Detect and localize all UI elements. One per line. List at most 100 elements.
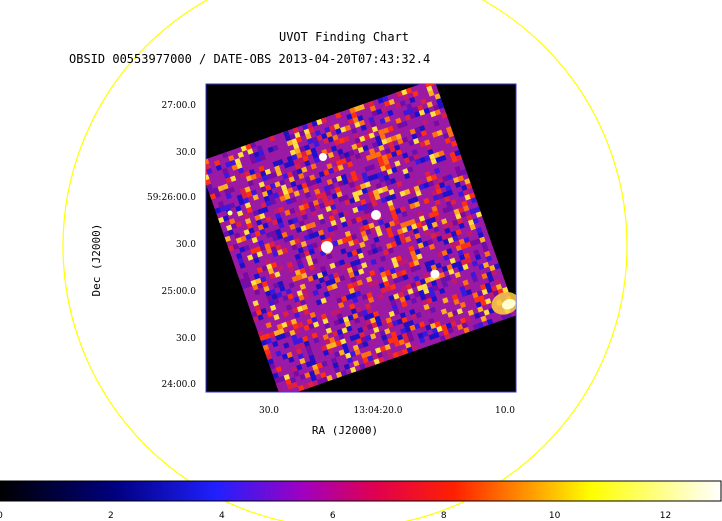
- image-pixel: [408, 139, 415, 146]
- image-pixel: [326, 178, 333, 186]
- image-pixel: [441, 281, 449, 288]
- image-pixel: [492, 290, 500, 297]
- image-pixel: [388, 310, 396, 318]
- image-pixel: [325, 189, 332, 197]
- image-pixel: [357, 252, 365, 260]
- image-pixel: [298, 204, 305, 211]
- image-pixel: [308, 264, 316, 271]
- image-pixel: [429, 306, 437, 314]
- image-pixel: [394, 297, 402, 305]
- image-pixel: [224, 235, 232, 243]
- image-pixel: [250, 279, 257, 286]
- image-pixel: [363, 133, 371, 141]
- image-pixel: [338, 137, 345, 144]
- image-pixel: [369, 269, 376, 277]
- image-pixel: [315, 267, 322, 274]
- image-pixel: [237, 167, 245, 174]
- image-pixel: [334, 154, 341, 162]
- image-pixel: [348, 181, 356, 189]
- image-pixel: [410, 191, 417, 199]
- image-pixel: [433, 332, 440, 339]
- image-pixel: [359, 135, 366, 142]
- image-pixel: [459, 285, 466, 293]
- image-pixel: [268, 178, 275, 185]
- image-pixel: [388, 220, 396, 227]
- image-pixel: [370, 242, 377, 250]
- image-pixel: [345, 352, 352, 359]
- image-pixel: [304, 372, 311, 379]
- image-pixel: [251, 236, 258, 244]
- image-pixel: [264, 333, 271, 340]
- image-pixel: [337, 148, 344, 155]
- image-pixel: [366, 323, 374, 331]
- image-pixel: [279, 332, 287, 340]
- image-pixel: [321, 360, 328, 368]
- colorbar-tick-label: 2: [108, 511, 114, 521]
- image-pixel: [464, 178, 471, 185]
- image-pixel: [261, 296, 269, 304]
- image-pixel: [345, 262, 352, 269]
- image-pixel: [312, 321, 320, 328]
- image-pixel: [479, 284, 487, 291]
- image-pixel: [359, 151, 366, 158]
- image-pixel: [469, 239, 477, 247]
- image-pixel: [387, 321, 394, 329]
- image-pixel: [450, 214, 457, 222]
- image-pixel: [372, 310, 380, 318]
- image-pixel: [355, 306, 362, 313]
- image-pixel: [333, 351, 341, 358]
- image-pixel: [451, 203, 459, 211]
- image-pixel: [408, 171, 416, 178]
- image-pixel: [414, 126, 421, 134]
- image-pixel: [399, 190, 406, 197]
- image-pixel: [376, 108, 383, 115]
- image-pixel: [404, 326, 412, 333]
- image-pixel: [419, 125, 426, 132]
- image-pixel: [262, 312, 269, 319]
- image-pixel: [283, 130, 290, 137]
- image-pixel: [461, 290, 468, 298]
- image-pixel: [284, 193, 291, 201]
- image-pixel: [359, 363, 366, 370]
- image-pixel: [356, 279, 363, 286]
- image-pixel: [264, 348, 271, 356]
- image-pixel: [322, 333, 329, 341]
- image-pixel: [411, 255, 418, 262]
- image-pixel: [357, 342, 364, 350]
- image-pixel: [440, 154, 447, 162]
- image-pixel: [414, 264, 422, 271]
- image-pixel: [356, 141, 363, 149]
- image-pixel: [295, 136, 303, 143]
- image-pixel: [431, 327, 438, 334]
- image-pixel: [366, 292, 373, 299]
- image-pixel: [296, 289, 304, 297]
- image-pixel: [364, 165, 371, 172]
- image-pixel: [311, 152, 319, 159]
- image-pixel: [327, 226, 334, 233]
- image-pixel: [360, 230, 367, 237]
- image-pixel: [384, 343, 391, 351]
- image-pixel: [331, 192, 338, 200]
- image-pixel: [408, 261, 415, 268]
- image-pixel: [261, 175, 269, 182]
- image-pixel: [447, 131, 454, 138]
- image-pixel: [290, 334, 298, 341]
- image-pixel: [442, 328, 450, 336]
- image-pixel: [357, 326, 364, 334]
- image-pixel: [327, 316, 334, 323]
- image-pixel: [441, 249, 448, 257]
- image-pixel: [379, 345, 387, 352]
- image-pixel: [435, 246, 442, 254]
- x-tick-label: 10.0: [495, 406, 515, 416]
- image-pixel: [364, 303, 372, 310]
- image-pixel: [312, 199, 320, 206]
- image-pixel: [428, 333, 435, 341]
- image-pixel: [312, 183, 319, 191]
- image-pixel: [329, 172, 337, 179]
- image-pixel: [462, 279, 469, 286]
- image-pixel: [236, 268, 243, 276]
- image-pixel: [338, 317, 345, 325]
- image-pixel: [412, 212, 419, 219]
- image-pixel: [331, 283, 338, 290]
- image-pixel: [303, 144, 311, 151]
